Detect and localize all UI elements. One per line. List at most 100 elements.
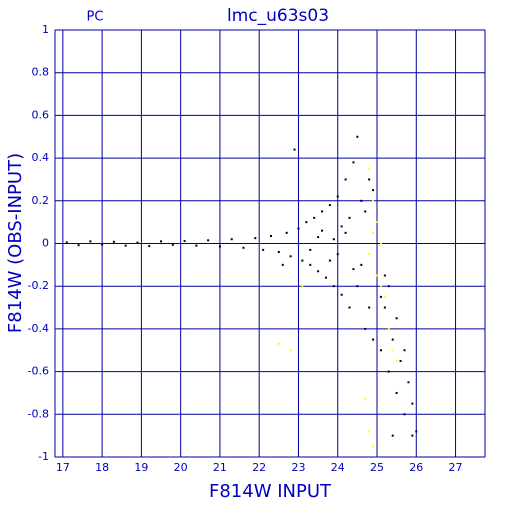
point — [77, 244, 80, 247]
point — [368, 306, 371, 309]
point — [379, 349, 382, 352]
point — [360, 199, 363, 202]
point — [391, 349, 394, 352]
point — [372, 189, 375, 192]
point — [340, 225, 343, 228]
chart-subtitle: PC — [87, 10, 104, 25]
y-axis-label: F814W (OBS-INPUT) — [5, 153, 26, 333]
chart-title: lmc_u63s03 — [227, 6, 329, 26]
x-axis-label: F814W INPUT — [209, 481, 332, 502]
point — [324, 276, 327, 279]
point — [348, 216, 351, 219]
x-tick-label: 20 — [174, 461, 188, 474]
point — [344, 231, 347, 234]
point — [321, 229, 324, 232]
point — [376, 221, 379, 224]
point — [317, 236, 320, 239]
point — [376, 274, 379, 277]
y-tick-label: 0.4 — [32, 151, 50, 164]
y-tick-label: 0.2 — [32, 194, 50, 207]
point — [387, 285, 390, 288]
point — [242, 246, 245, 249]
point — [364, 210, 367, 213]
point — [352, 268, 355, 271]
point — [368, 178, 371, 181]
point — [356, 285, 359, 288]
x-tick-label: 25 — [370, 461, 384, 474]
point — [305, 221, 308, 224]
point — [340, 293, 343, 296]
y-tick-label: 0.8 — [32, 66, 50, 79]
point — [124, 244, 127, 247]
point — [383, 306, 386, 309]
point — [395, 359, 398, 362]
point — [379, 242, 382, 245]
x-tick-label: 27 — [449, 461, 463, 474]
x-tick-label: 19 — [134, 461, 148, 474]
point — [160, 240, 163, 243]
point — [218, 245, 221, 248]
point — [281, 263, 284, 266]
point — [415, 430, 418, 433]
point — [309, 248, 312, 251]
y-tick-label: -0.8 — [28, 407, 49, 420]
point — [313, 216, 316, 219]
point — [368, 253, 371, 256]
point — [391, 338, 394, 341]
plot-frame — [54, 29, 486, 458]
point — [387, 370, 390, 373]
point — [336, 253, 339, 256]
x-tick-label: 22 — [252, 461, 266, 474]
point — [364, 327, 367, 330]
x-tick-label: 26 — [409, 461, 423, 474]
point — [336, 195, 339, 198]
point — [364, 398, 367, 401]
point — [411, 434, 414, 437]
point — [89, 240, 92, 243]
point — [262, 248, 265, 251]
x-tick-label: 18 — [95, 461, 109, 474]
point — [383, 295, 386, 298]
point — [293, 148, 296, 151]
point — [368, 167, 371, 170]
x-tick-label: 24 — [331, 461, 345, 474]
point — [403, 349, 406, 352]
point — [277, 251, 280, 254]
point — [372, 445, 375, 448]
point — [289, 349, 292, 352]
y-tick-label: 0.6 — [32, 108, 50, 121]
point — [195, 244, 198, 247]
point — [207, 239, 210, 242]
point — [395, 391, 398, 394]
point — [411, 402, 414, 405]
point — [344, 178, 347, 181]
y-tick-label: 1 — [42, 23, 49, 36]
point — [254, 237, 257, 240]
point — [356, 135, 359, 138]
point — [407, 381, 410, 384]
point — [368, 430, 371, 433]
point — [372, 338, 375, 341]
point — [328, 204, 331, 207]
point — [332, 285, 335, 288]
point — [348, 306, 351, 309]
y-tick-label: -0.2 — [28, 279, 49, 292]
point — [301, 285, 304, 288]
y-tick-label: 0 — [42, 237, 49, 250]
point — [301, 259, 304, 262]
point — [372, 231, 375, 234]
point — [399, 359, 402, 362]
point — [328, 259, 331, 262]
point — [332, 238, 335, 241]
point — [148, 245, 151, 248]
point — [360, 263, 363, 266]
point — [387, 327, 390, 330]
point — [269, 235, 272, 238]
point — [277, 342, 280, 345]
point — [183, 239, 186, 242]
point — [297, 227, 300, 230]
x-tick-label: 23 — [291, 461, 305, 474]
point — [136, 241, 139, 244]
x-tick-label: 21 — [213, 461, 227, 474]
